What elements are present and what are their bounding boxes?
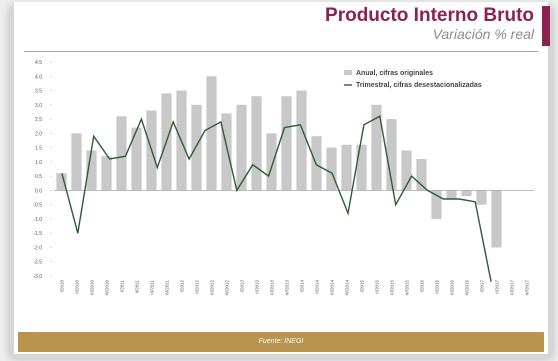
x-tick-label: II/2012 — [195, 280, 200, 294]
x-axis: I/2010 II/2010 III/2010 IV/2010 I/2011 II/201… — [60, 280, 530, 296]
bar — [386, 119, 397, 191]
bar — [86, 150, 97, 191]
x-tick-label: IV/2013 — [285, 280, 290, 296]
x-tick-label: II/2017 — [495, 280, 500, 294]
legend-bar-label: Anual, cifras originales — [356, 70, 433, 77]
y-tick-label: 1.5 — [35, 146, 42, 152]
x-tick-label: II/2013 — [255, 280, 260, 294]
x-tick-label: II/2010 — [75, 280, 80, 294]
x-tick-label: II/2015 — [375, 280, 380, 294]
bar — [56, 173, 67, 191]
x-tick-label: III/2014 — [330, 280, 335, 296]
bar — [281, 96, 292, 191]
x-tick-label: I/2014 — [300, 280, 305, 293]
bar — [356, 144, 367, 191]
page-subtitle: Variación % real — [432, 26, 534, 42]
bar — [341, 144, 352, 191]
y-tick-label: 3.5 — [35, 89, 42, 95]
x-tick-label: III/2016 — [450, 280, 455, 296]
bar — [461, 190, 472, 197]
x-tick-label: IV/2010 — [105, 280, 110, 296]
y-tick-label: 4.0 — [35, 74, 42, 80]
bar — [371, 104, 382, 191]
y-axis: 4.5 4.0 3.5 3.0 2.5 2.0 1.5 1.0 0.5 0.0 -0.5 -1.0 -1… — [33, 60, 52, 280]
source-footer: Fuente: INEGI — [18, 332, 544, 352]
x-tick-label: IV/2015 — [405, 280, 410, 296]
y-tick-label: 1.0 — [35, 160, 42, 166]
bar — [236, 104, 247, 191]
x-tick-label: II/2016 — [435, 280, 440, 294]
bar — [206, 76, 217, 191]
bar — [326, 147, 337, 191]
y-tick-label: -1.5 — [33, 231, 42, 237]
x-tick-label: III/2013 — [270, 280, 275, 296]
x-tick-label: I/2017 — [480, 280, 485, 293]
x-tick-label: III/2017 — [510, 280, 515, 296]
y-tick-label: 4.5 — [35, 60, 42, 66]
x-tick-label: II/2014 — [315, 280, 320, 294]
x-tick-label: II/2011 — [135, 280, 140, 294]
bar — [191, 104, 202, 191]
y-tick-label: 3.0 — [35, 103, 42, 109]
y-tick-label: -0.5 — [33, 203, 42, 209]
y-tick-label: 2.5 — [35, 117, 42, 123]
y-tick-label: 0.0 — [35, 188, 42, 194]
x-tick-label: I/2015 — [360, 280, 365, 293]
bar — [296, 90, 307, 191]
x-tick-label: IV/2017 — [525, 280, 530, 296]
bar — [71, 133, 82, 191]
bar — [101, 156, 112, 191]
x-tick-label: IV/2012 — [225, 280, 230, 296]
x-tick-label: IV/2016 — [465, 280, 470, 296]
x-tick-label: I/2010 — [60, 280, 65, 293]
y-tick-label: -3.0 — [33, 274, 42, 280]
bar — [431, 190, 442, 219]
header-divider — [24, 51, 538, 52]
bar — [311, 136, 322, 191]
x-tick-label: III/2010 — [90, 280, 95, 296]
bar — [251, 96, 262, 191]
legend-line-label: Trimestral, cifras desestacionalizadas — [356, 82, 482, 89]
x-tick-label: III/2015 — [390, 280, 395, 296]
y-tick-label: -2.5 — [33, 260, 42, 266]
x-tick-label: IV/2011 — [165, 280, 170, 296]
x-tick-label: I/2011 — [120, 280, 125, 293]
legend: Anual, cifras originales Trimestral, cif… — [344, 70, 482, 89]
bar — [416, 159, 427, 191]
y-tick-label: 2.0 — [35, 131, 42, 137]
x-tick-label: IV/2014 — [345, 280, 350, 296]
title-accent-bar — [542, 6, 550, 46]
y-tick-label: -1.0 — [33, 217, 42, 223]
y-tick-label: 0.5 — [35, 174, 42, 180]
bar — [491, 190, 502, 248]
bar — [131, 127, 142, 191]
bars-series — [56, 76, 502, 248]
gdp-chart: 4.5 4.0 3.5 3.0 2.5 2.0 1.5 1.0 0.5 0.0 -0.5 -1.0 -1… — [33, 60, 534, 296]
bar — [476, 190, 487, 205]
x-tick-label: I/2016 — [420, 280, 425, 293]
legend-bar-swatch — [344, 70, 352, 75]
x-tick-label: I/2013 — [240, 280, 245, 293]
y-tick-label: -2.0 — [33, 245, 42, 251]
page-title: Producto Interno Bruto — [325, 5, 534, 26]
quarterly-line-series — [61, 115, 492, 282]
x-tick-label: III/2011 — [150, 280, 155, 295]
bar — [401, 150, 412, 191]
bar — [266, 133, 277, 191]
bar — [446, 190, 457, 199]
x-tick-label: III/2012 — [210, 280, 215, 296]
x-tick-label: I/2012 — [180, 280, 185, 293]
bar — [116, 116, 127, 191]
bar — [221, 113, 232, 191]
